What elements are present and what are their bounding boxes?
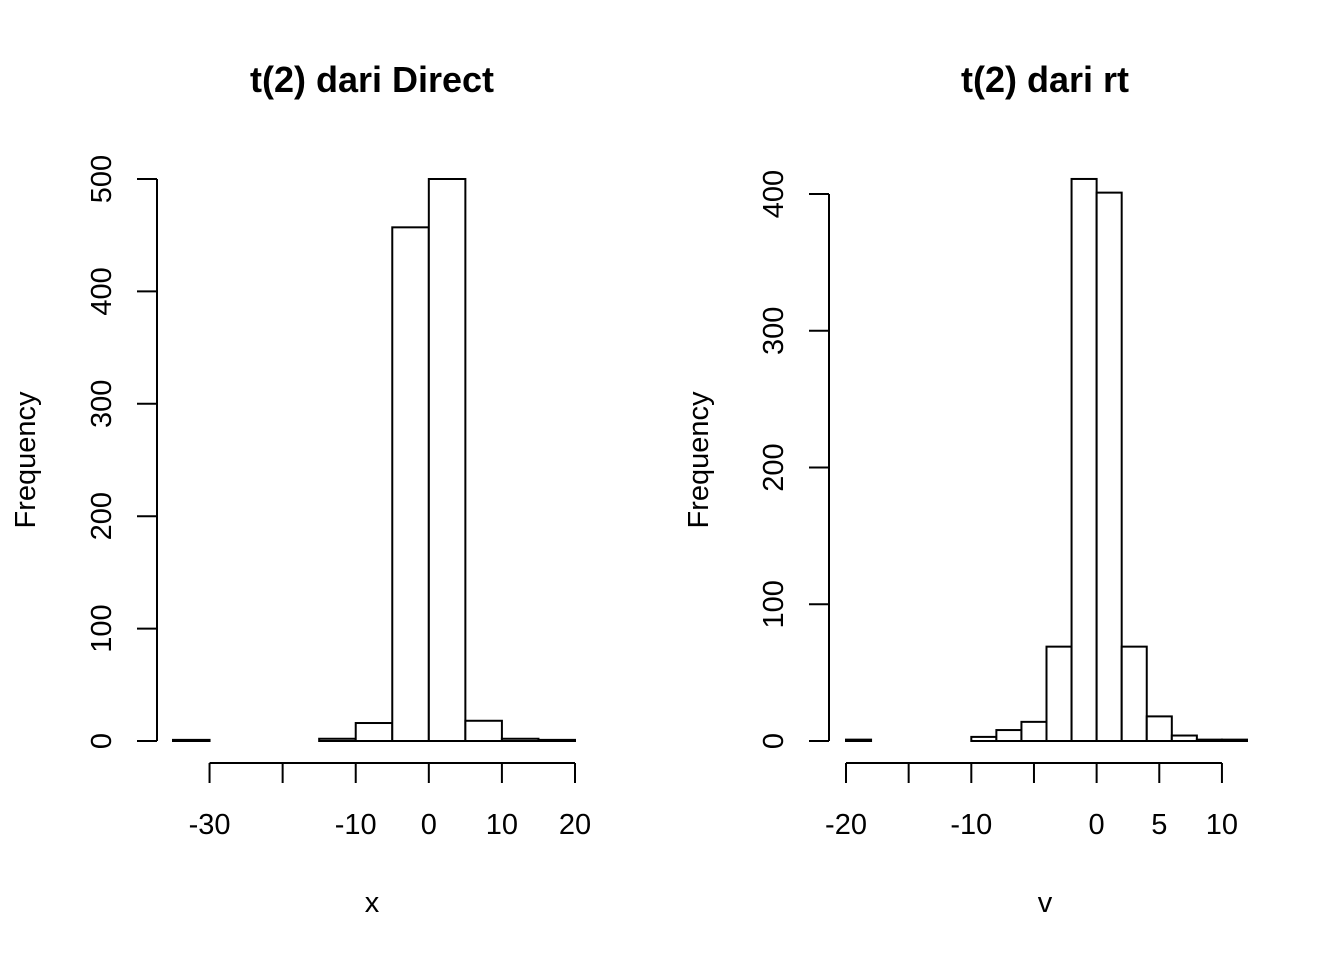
x-tick-label: 5 bbox=[1151, 809, 1167, 841]
y-tick-label: 500 bbox=[86, 155, 118, 203]
x-axis-label: v bbox=[1038, 887, 1053, 919]
x-tick-label: 0 bbox=[421, 809, 437, 841]
y-tick-label: 300 bbox=[758, 307, 790, 355]
histogram-bar bbox=[427, 178, 467, 742]
histogram-bar bbox=[172, 738, 211, 742]
histogram-bar bbox=[537, 738, 576, 742]
histogram-bar bbox=[845, 738, 873, 743]
y-tick-label: 100 bbox=[86, 604, 118, 652]
histogram-bar bbox=[464, 719, 503, 743]
x-tick-label: 0 bbox=[1089, 809, 1105, 841]
x-tick-label: 10 bbox=[1206, 809, 1238, 841]
y-tick-label: 200 bbox=[86, 492, 118, 540]
y-tick-label: 0 bbox=[86, 733, 118, 749]
y-tick-label: 400 bbox=[86, 267, 118, 315]
histogram-bar bbox=[391, 226, 430, 743]
chart-title: t(2) dari rt bbox=[961, 59, 1129, 100]
histogram-bar bbox=[354, 722, 394, 742]
histogram-bar bbox=[1170, 734, 1198, 743]
y-axis-label: Frequency bbox=[10, 391, 42, 529]
x-tick-label: -10 bbox=[335, 809, 377, 841]
histogram-bar bbox=[1120, 645, 1148, 743]
x-tick-label: 20 bbox=[559, 809, 591, 841]
histogram-bar bbox=[1045, 645, 1073, 743]
y-tick-label: 300 bbox=[86, 380, 118, 428]
x-tick-label: -20 bbox=[825, 809, 867, 841]
histogram-bar bbox=[1145, 715, 1173, 743]
chart-title: t(2) dari Direct bbox=[250, 59, 494, 100]
histogram-bar bbox=[500, 737, 540, 743]
y-tick-label: 100 bbox=[758, 580, 790, 628]
histogram-bar bbox=[1195, 738, 1223, 743]
y-axis-label: Frequency bbox=[683, 391, 715, 529]
histogram-bar bbox=[318, 737, 357, 743]
x-tick-label: 10 bbox=[486, 809, 518, 841]
histogram-bar bbox=[970, 735, 998, 743]
y-tick-label: 0 bbox=[758, 733, 790, 749]
y-tick-label: 400 bbox=[758, 170, 790, 218]
histogram-bar bbox=[1070, 177, 1098, 742]
x-tick-label: -30 bbox=[189, 809, 231, 841]
x-axis-label: x bbox=[365, 887, 380, 919]
histogram-bar bbox=[1220, 738, 1248, 743]
y-tick-label: 200 bbox=[758, 443, 790, 491]
x-tick-label: -10 bbox=[950, 809, 992, 841]
histogram-bar bbox=[1095, 191, 1123, 742]
histogram-bar bbox=[1020, 720, 1048, 742]
histogram-bar bbox=[995, 729, 1023, 742]
